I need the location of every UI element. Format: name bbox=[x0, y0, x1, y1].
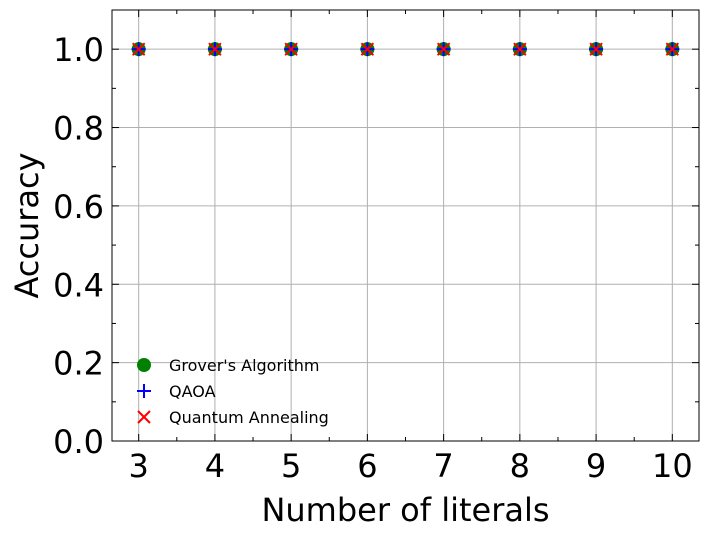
x-tick-label: 9 bbox=[586, 447, 606, 485]
grid-lines bbox=[112, 10, 699, 442]
x-tick-label: 8 bbox=[510, 447, 530, 485]
y-tick-label: 1.0 bbox=[53, 31, 104, 69]
y-axis-title: Accuracy bbox=[8, 152, 46, 298]
axis-ticks: 3 4 5 6 7 8 9 10 0.0 0.2 0.4 0.6 0.8 1.0 bbox=[53, 10, 699, 485]
x-tick-label: 10 bbox=[652, 447, 693, 485]
legend-label-qaoa: QAOA bbox=[169, 382, 216, 401]
x-tick-label: 6 bbox=[357, 447, 377, 485]
y-tick-label: 0.4 bbox=[53, 266, 104, 304]
data-points bbox=[131, 42, 680, 57]
x-tick-label: 3 bbox=[129, 447, 149, 485]
x-tick-label: 7 bbox=[433, 447, 453, 485]
legend-marker-quantum-annealing bbox=[137, 410, 151, 424]
legend-marker-grover-s-algorithm bbox=[137, 358, 151, 372]
legend-marker-qaoa bbox=[137, 384, 151, 398]
legend-label-quantum-annealing: Quantum Annealing bbox=[169, 408, 329, 427]
y-tick-label: 0.2 bbox=[53, 345, 104, 383]
legend-label-grover-s-algorithm: Grover's Algorithm bbox=[169, 356, 319, 375]
quantum-annealing-point bbox=[513, 42, 527, 56]
y-tick-label: 0.6 bbox=[53, 188, 104, 226]
y-tick-label: 0.8 bbox=[53, 110, 104, 148]
quantum-annealing-point bbox=[284, 42, 298, 56]
quantum-annealing-point bbox=[665, 42, 680, 56]
quantum-annealing-point bbox=[131, 42, 146, 56]
x-tick-label: 4 bbox=[205, 447, 225, 485]
quantum-annealing-point bbox=[360, 42, 375, 56]
quantum-annealing-point bbox=[436, 42, 451, 56]
plot-area-frame bbox=[111, 9, 700, 442]
x-axis-title: Number of literals bbox=[261, 491, 549, 529]
legend: Grover's Algorithm QAOA Quantum Annealing bbox=[137, 356, 329, 427]
quantum-annealing-point bbox=[208, 42, 222, 56]
y-tick-label: 0.0 bbox=[53, 423, 104, 461]
quantum-annealing-point bbox=[589, 42, 603, 56]
x-tick-label: 5 bbox=[281, 447, 301, 485]
